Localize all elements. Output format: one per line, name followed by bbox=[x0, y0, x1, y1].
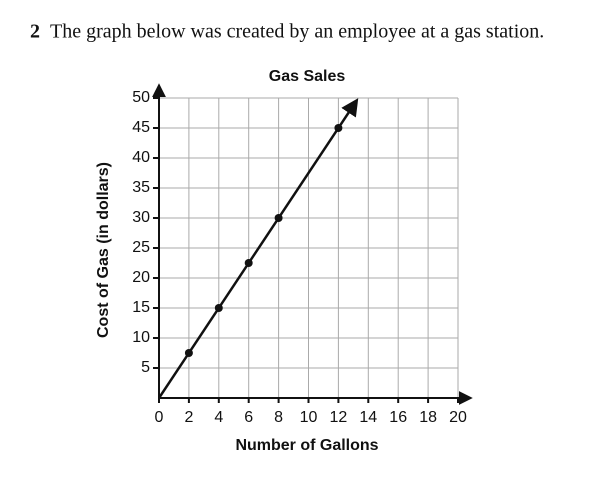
x-tick-label: 10 bbox=[300, 409, 318, 426]
y-tick-label: 35 bbox=[132, 179, 150, 196]
x-tick-label: 4 bbox=[214, 409, 223, 426]
x-tick-label: 16 bbox=[389, 409, 407, 426]
x-tick-label: 12 bbox=[330, 409, 348, 426]
x-tick-label: 6 bbox=[244, 409, 253, 426]
y-tick-label: 15 bbox=[132, 299, 150, 316]
x-tick-label: 20 bbox=[449, 409, 467, 426]
y-tick-label: 5 bbox=[141, 359, 150, 376]
x-tick-label: 8 bbox=[274, 409, 283, 426]
y-tick-label: 50 bbox=[132, 89, 150, 106]
y-tick-label: 20 bbox=[132, 269, 150, 286]
plot: 0 2 4 6 8 10 12 14 16 18 20 5 10 15 20 25 30 35 40 45 50 bbox=[132, 83, 473, 426]
y-tick-label: 10 bbox=[132, 329, 150, 346]
y-tick-label: 40 bbox=[132, 149, 150, 166]
x-axis-label: Number of Gallons bbox=[235, 437, 378, 454]
data-point bbox=[214, 304, 223, 312]
question-text: The graph below was created by an employ… bbox=[50, 21, 544, 43]
x-tick-label: 18 bbox=[419, 409, 437, 426]
y-tick-label: 30 bbox=[132, 209, 150, 226]
data-line bbox=[157, 98, 359, 399]
x-tick-label: 0 bbox=[155, 409, 164, 426]
data-point bbox=[334, 124, 343, 132]
y-tick-label: 25 bbox=[132, 239, 150, 256]
data-point bbox=[244, 259, 253, 267]
y-axis-label: Cost of Gas (in dollars) bbox=[95, 162, 112, 338]
chart-title: Gas Sales bbox=[269, 68, 346, 85]
x-tick-label: 14 bbox=[359, 409, 377, 426]
y-tick-label: 45 bbox=[132, 119, 150, 136]
data-point bbox=[274, 214, 283, 222]
question-number: 2 bbox=[30, 21, 40, 43]
data-point bbox=[184, 349, 193, 357]
x-tick-label: 2 bbox=[184, 409, 193, 426]
